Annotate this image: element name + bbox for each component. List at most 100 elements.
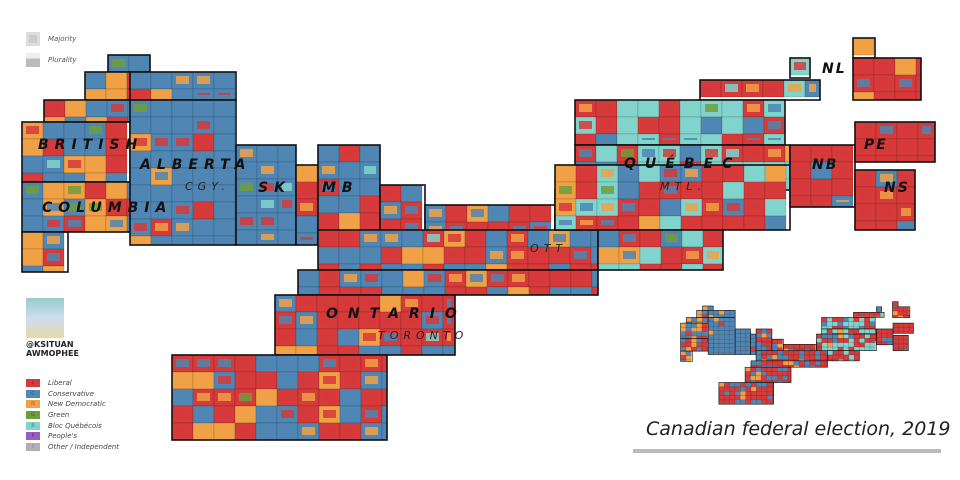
riding-vote-share	[342, 316, 355, 324]
inset-riding-tile	[848, 354, 855, 360]
inset-riding-tile	[766, 328, 773, 334]
inset-riding-tile	[793, 344, 800, 349]
riding-vote-share	[239, 376, 252, 384]
inset-riding-tile	[777, 380, 783, 383]
inset-riding-tile	[729, 325, 736, 331]
inset-riding-tile	[756, 395, 762, 401]
inset-riding-tile	[724, 343, 730, 349]
inset-riding-tile	[804, 350, 810, 356]
riding-vote-share	[281, 410, 294, 418]
label-columbia: COLUMBIA	[42, 200, 173, 216]
inset-riding-tile	[832, 342, 839, 348]
inset-riding-tile	[755, 333, 762, 338]
riding-vote-share	[134, 155, 147, 163]
inset-riding-tile	[869, 346, 876, 351]
riding-vote-share	[727, 169, 740, 177]
riding-vote-share	[663, 149, 676, 157]
inset-riding-tile	[734, 399, 741, 405]
riding-tile	[171, 235, 194, 246]
inset-riding-tile	[804, 364, 811, 368]
riding-tile	[339, 286, 362, 296]
inset-riding-tile	[740, 350, 747, 355]
inset-riding-tile	[864, 325, 871, 330]
inset-riding-tile	[886, 341, 893, 345]
inset-riding-tile	[782, 354, 789, 360]
inset-riding-tile	[691, 317, 698, 323]
inset-riding-tile	[788, 350, 794, 356]
inset-riding-tile	[740, 395, 746, 401]
inset-riding-tile	[853, 328, 860, 334]
riding-vote-share	[176, 121, 189, 129]
riding-tile	[359, 263, 382, 271]
inset-riding-tile	[740, 337, 747, 343]
riding-tile	[702, 263, 724, 271]
inset-riding-tile	[696, 314, 703, 318]
legend-swatch: N	[26, 400, 40, 409]
riding-tile	[402, 286, 425, 296]
riding-vote-share	[621, 121, 634, 129]
inset-riding-tile	[724, 382, 730, 388]
riding-vote-share	[922, 143, 931, 151]
inset-riding-tile	[713, 321, 720, 327]
inset-riding-tile	[745, 333, 751, 338]
riding-vote-share	[534, 226, 547, 230]
riding-vote-share	[685, 169, 698, 177]
riding-vote-share	[664, 169, 677, 177]
riding-vote-share	[343, 200, 356, 208]
inset-riding-tile	[782, 367, 789, 372]
inset-riding-tile	[729, 338, 736, 344]
inset-riding-tile	[701, 310, 708, 315]
majority-label: Majority	[48, 34, 77, 43]
inset-riding-tile	[701, 342, 708, 348]
riding-vote-share	[47, 143, 60, 151]
riding-tile	[421, 345, 444, 356]
riding-tile	[129, 235, 152, 246]
inset-riding-tile	[898, 339, 904, 345]
riding-vote-share	[218, 138, 231, 146]
riding-tile	[84, 172, 107, 183]
inset-riding-tile	[816, 333, 823, 339]
inset-riding-tile	[724, 347, 730, 353]
riding-vote-share	[447, 333, 451, 341]
riding-vote-share	[815, 149, 828, 157]
riding-vote-share	[384, 316, 397, 324]
inset-riding-tile	[701, 338, 708, 343]
legend-swatch: G	[26, 411, 40, 420]
riding-vote-share	[110, 76, 123, 84]
riding-vote-share	[553, 251, 566, 259]
inset-riding-tile	[903, 327, 910, 332]
inset-riding-tile	[908, 322, 914, 328]
riding-vote-share	[901, 191, 911, 199]
inset-riding-tile	[750, 375, 757, 381]
riding-vote-share	[365, 410, 378, 418]
riding-vote-share	[513, 226, 526, 230]
riding-tile	[485, 263, 508, 271]
legend-swatch: B	[26, 421, 40, 430]
riding-vote-share	[176, 359, 189, 367]
inset-riding-tile	[761, 354, 768, 360]
riding-vote-share	[176, 104, 189, 112]
riding-vote-share	[110, 93, 123, 95]
riding-vote-share	[363, 333, 376, 341]
inset-riding-tile	[680, 346, 687, 352]
riding-vote-share	[322, 200, 335, 208]
inset-riding-tile	[853, 317, 860, 323]
legend-label: People's	[48, 432, 78, 441]
riding-vote-share	[261, 234, 274, 240]
riding-vote-share	[261, 200, 274, 208]
riding-vote-share	[134, 121, 147, 129]
riding-vote-share	[533, 274, 546, 282]
inset-riding-tile	[832, 354, 839, 360]
riding-vote-share	[447, 316, 451, 324]
inset-riding-tile	[864, 342, 871, 348]
riding-vote-share	[384, 333, 397, 341]
riding-vote-share	[134, 206, 147, 214]
inset-riding-tile	[843, 350, 850, 356]
inset-riding-tile	[713, 351, 720, 355]
inset-riding-tile	[788, 354, 794, 360]
inset-riding-tile	[809, 364, 816, 368]
riding-vote-share	[880, 208, 893, 216]
riding-vote-share	[601, 203, 614, 211]
inset-riding-tile	[881, 333, 888, 338]
province-outline	[171, 354, 388, 441]
